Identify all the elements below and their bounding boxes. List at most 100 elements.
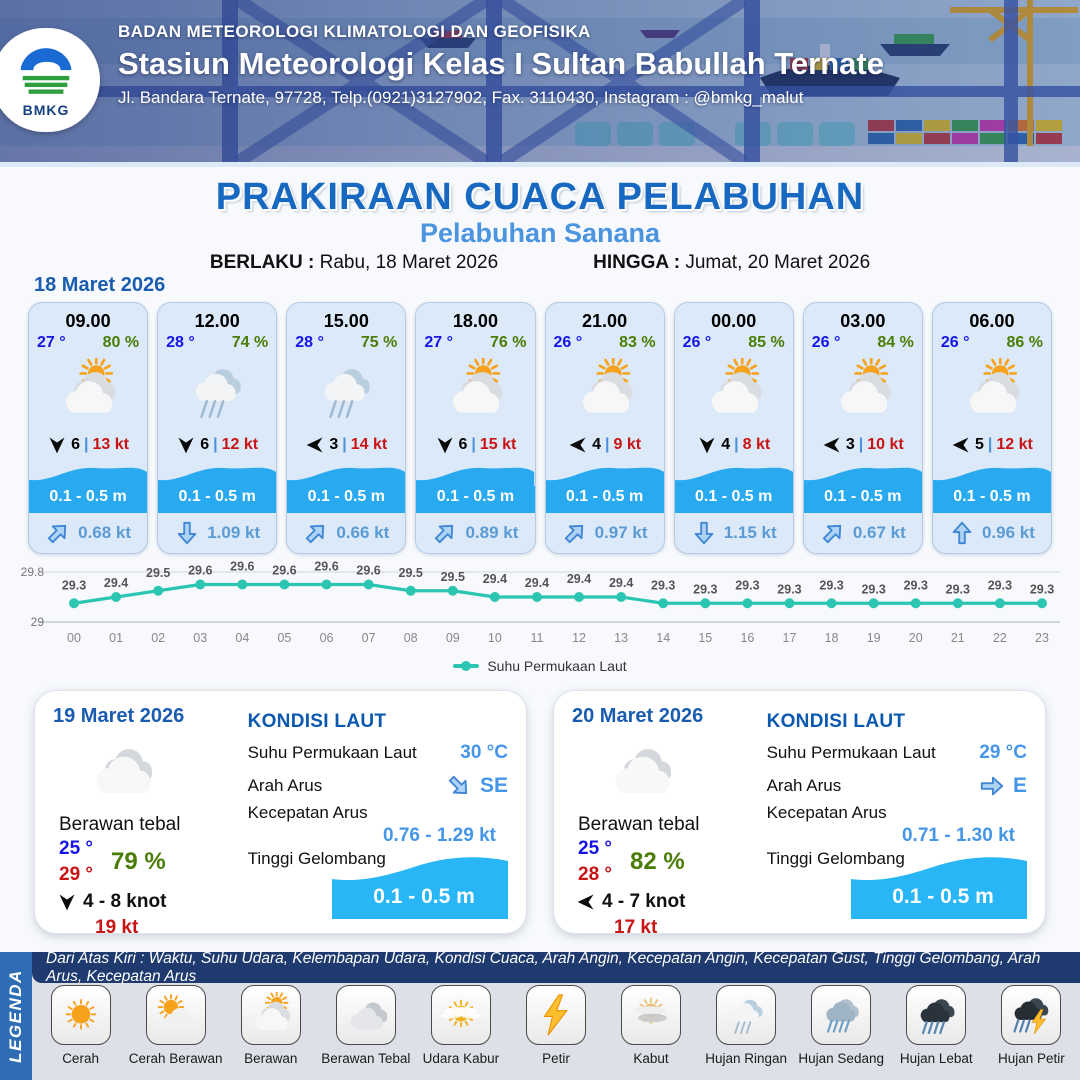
current-dir-value: E <box>1012 774 1027 797</box>
card-wind-row: 6 | 12 kt <box>158 430 276 460</box>
bmkg-logo-text: BMKG <box>22 102 70 118</box>
separator: | <box>858 436 864 453</box>
card-gust: 12 kt <box>996 436 1033 453</box>
card-wave-height: 0.1 - 0.5 m <box>803 486 922 513</box>
card-humidity: 86 % <box>1006 334 1043 351</box>
card-wind-speed: 6 <box>200 436 210 453</box>
bmkg-logo: BMKG <box>0 28 100 132</box>
legend-items: Cerah Cerah Berawan Berawan Berawan Teba… <box>32 985 1080 1066</box>
daily-weather-summary: 19 Maret 2026 Berawan tebal 25 ° 29 ° 79… <box>53 705 242 938</box>
card-time: 12.00 <box>194 311 240 331</box>
card-temperature: 27 ° <box>424 334 454 351</box>
current-speed-value: 0.71 - 1.30 kt <box>901 825 1015 846</box>
svg-text:29.3: 29.3 <box>946 582 970 596</box>
card-humidity: 74 % <box>231 334 269 351</box>
daily-forecast-row: 19 Maret 2026 Berawan tebal 25 ° 29 ° 79… <box>34 690 1046 938</box>
legend-icon-box <box>430 985 491 1045</box>
separator: | <box>471 436 476 453</box>
current-direction-up-icon <box>952 521 972 545</box>
legend-item: Hujan Sedang <box>795 985 888 1066</box>
wave-crest-icon <box>932 467 1051 486</box>
wind-direction-down-icon <box>59 894 75 911</box>
svg-text:29.4: 29.4 <box>567 572 591 586</box>
svg-text:16: 16 <box>740 631 754 645</box>
hourly-forecast-row: 09.00 27 ° 80 % 6 | 13 kt 0.1 - 0.5 m 0.… <box>28 302 1052 554</box>
cloud-icon <box>615 749 671 794</box>
card-wave-height: 0.1 - 0.5 m <box>416 486 535 513</box>
svg-text:23: 23 <box>1035 631 1049 645</box>
header-banner: BMKG BADAN METEOROLOGI KLIMATOLOGI DAN G… <box>0 0 1080 167</box>
daily-weather <box>53 728 242 812</box>
card-time: 03.00 <box>840 311 886 331</box>
hourly-card: 18.00 27 ° 76 % 6 | 15 kt 0.1 - 0.5 m 0.… <box>415 302 536 554</box>
svg-text:29.3: 29.3 <box>62 578 86 592</box>
card-wave-height: 0.1 - 0.5 m <box>158 486 277 513</box>
card-gust: 15 kt <box>479 436 517 453</box>
card-humidity: 75 % <box>360 334 398 351</box>
current-direction-ne-icon <box>564 524 583 544</box>
legend-item: Cerah <box>34 985 127 1066</box>
hingga-label: HINGGA : <box>593 252 681 273</box>
harbor-illustration <box>0 0 1080 162</box>
hourly-card: 21.00 26 ° 83 % 4 | 9 kt 0.1 - 0.5 m 0.9… <box>544 302 665 554</box>
page-title: PRAKIRAAN CUACA PELABUHAN <box>215 176 865 218</box>
separator: | <box>84 436 89 453</box>
current-direction-ne-icon <box>306 524 325 544</box>
hujan-lebat-icon <box>920 999 955 1035</box>
card-gust: 9 kt <box>613 436 642 453</box>
svg-text:01: 01 <box>109 631 123 645</box>
berawan-icon <box>582 358 632 413</box>
legend-item-label: Berawan Tebal <box>321 1051 411 1066</box>
card-current-speed: 0.89 kt <box>465 523 519 542</box>
card-temp-row: 26 ° 83 % <box>546 332 664 352</box>
wind-direction-left-icon <box>577 894 594 910</box>
card-wind-speed: 5 <box>975 436 984 453</box>
bmkg-logo-icon <box>18 43 74 99</box>
svg-text:29.5: 29.5 <box>441 570 465 584</box>
daily-wind-row: 4 - 7 knot <box>572 891 761 913</box>
wind-direction-down-icon <box>437 437 452 454</box>
sea-conditions-title: KONDISI LAUT <box>766 711 906 732</box>
svg-text:29.6: 29.6 <box>272 564 296 578</box>
legend-item-label: Udara Kabur <box>422 1051 500 1066</box>
wind-direction-left-icon <box>823 437 840 453</box>
sst-chart-plot: 29.8 29 29.3 00 29.4 01 29.5 02 29.6 03 29.6 04 29.6… <box>21 560 1060 645</box>
card-gust: 8 kt <box>742 436 771 453</box>
legend-item-label: Hujan Sedang <box>798 1051 884 1066</box>
wave-height-badge: 0.1 - 0.5 m <box>851 853 1027 919</box>
card-temperature: 28 ° <box>166 334 195 351</box>
svg-text:29.4: 29.4 <box>525 576 549 590</box>
svg-text:29.3: 29.3 <box>651 578 675 592</box>
berawan-icon <box>453 358 503 413</box>
svg-text:05: 05 <box>277 631 291 645</box>
legend-item-label: Berawan <box>244 1051 298 1066</box>
card-current-speed: 0.67 kt <box>852 523 906 542</box>
legend-item: Hujan Lebat <box>890 985 983 1066</box>
svg-text:00: 00 <box>67 631 81 645</box>
wind-direction-down-icon <box>178 437 194 454</box>
wind-direction-left-icon <box>952 437 969 453</box>
card-wave-height: 0.1 - 0.5 m <box>545 486 664 513</box>
legend-series-label: Suhu Permukaan Laut <box>487 658 627 674</box>
hourly-card: 15.00 28 ° 75 % 3 | 14 kt 0.1 - 0.5 m 0.… <box>286 302 407 554</box>
card-wind-row: 3 | 14 kt <box>287 430 405 460</box>
card-current-row: 1.09 kt <box>158 513 276 553</box>
card-current-row: 0.96 kt <box>933 513 1051 553</box>
card-wave-height: 0.1 - 0.5 m <box>29 486 148 513</box>
daily-temp-min: 25 ° <box>59 838 94 859</box>
legend-item-label: Hujan Ringan <box>705 1051 788 1066</box>
card-wind-row: 6 | 15 kt <box>416 430 534 460</box>
card-current-speed: 1.15 kt <box>723 523 777 542</box>
legend-icon-box <box>716 985 777 1045</box>
wave-height-badge: 0.1 - 0.5 m <box>332 853 508 919</box>
card-temp-row: 27 ° 80 % <box>29 332 147 352</box>
legend-item-label: Cerah <box>62 1051 99 1066</box>
hujan-ringan-icon <box>325 369 371 419</box>
forecast-date: 18 Maret 2026 <box>34 274 166 296</box>
legend-item: Hujan Ringan <box>700 985 793 1066</box>
svg-text:06: 06 <box>320 631 334 645</box>
card-time: 21.00 <box>582 311 628 331</box>
wind-direction-down-icon <box>49 437 65 454</box>
wave-height-label: Tinggi Gelombang <box>766 849 905 868</box>
wind-direction-left-icon <box>569 437 586 453</box>
